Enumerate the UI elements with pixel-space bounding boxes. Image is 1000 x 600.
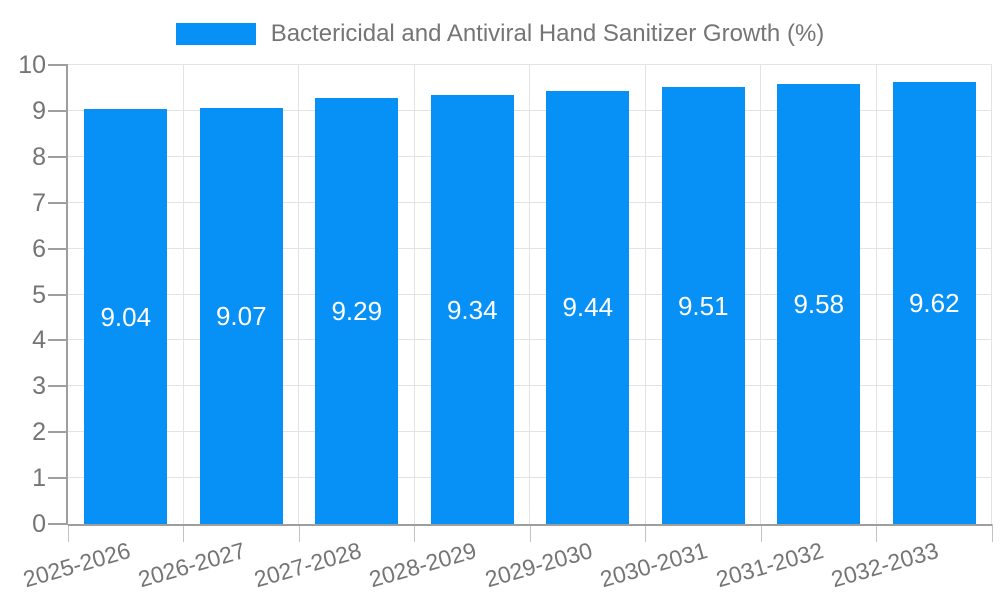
y-gridline [68,247,992,249]
x-tick [876,524,877,542]
x-tick [760,524,762,542]
bar-value-label: 9.44 [562,292,614,323]
bar: 9.44 [546,90,630,524]
y-tick-label: 2 [32,418,46,447]
y-tick [48,385,68,388]
y-tick-label: 10 [18,51,46,79]
x-tick-label: 2027-2028 [251,537,364,593]
y-gridline [68,293,992,295]
y-tick-label: 7 [32,188,46,217]
y-tick-label: 1 [32,464,46,493]
y-tick [48,431,68,434]
y-tick-label: 4 [32,326,46,355]
x-tick [67,524,69,542]
x-axis-line [68,524,992,526]
x-tick-label: 2025-2026 [20,537,133,593]
x-tick [991,524,993,542]
x-tick [645,524,646,542]
y-tick [48,293,68,296]
y-tick [48,523,68,525]
y-gridline [68,477,992,479]
x-gridline [644,65,646,524]
x-gridline [413,65,415,524]
y-gridline [68,109,992,111]
x-tick-label: 2032-2033 [828,537,942,593]
x-tick-label: 2029-2030 [482,537,595,593]
y-gridline [68,339,992,341]
x-gridline [875,65,877,524]
bar: 9.07 [199,107,283,524]
y-tick [48,109,68,112]
y-tick [48,247,68,250]
x-tick [414,524,415,542]
x-tick [183,524,184,542]
x-gridline [529,65,530,524]
x-tick-label: 2031-2032 [713,537,826,593]
legend-label: Bactericidal and Antiviral Hand Sanitize… [270,20,825,47]
x-tick-label: 2026-2027 [135,537,249,593]
bar-value-label: 9.34 [446,294,498,325]
y-tick [48,155,68,158]
bar-value-label: 9.51 [677,290,729,321]
legend: Bactericidal and Antiviral Hand Sanitize… [0,20,1000,48]
y-gridline [68,64,992,65]
y-tick-label: 6 [32,234,46,263]
bar-value-label: 9.04 [100,301,152,332]
y-tick-label: 0 [32,510,46,538]
bar: 9.51 [661,87,745,524]
bar-value-label: 9.07 [215,300,267,331]
bar: 9.58 [777,84,861,524]
y-gridline [68,201,992,203]
y-gridline [68,385,992,387]
bar-value-label: 9.29 [331,295,383,326]
y-tick [48,201,68,204]
legend-swatch [175,23,256,45]
x-gridline [298,65,299,524]
bar-value-label: 9.58 [793,289,845,320]
x-tick-label: 2028-2029 [366,537,480,593]
y-gridline [68,155,992,157]
bar: 9.34 [430,95,514,524]
y-gridline [68,431,992,433]
bar: 9.62 [892,82,976,524]
x-tick-label: 2030-2031 [597,537,711,593]
x-gridline [182,65,184,524]
bar: 9.29 [315,97,399,524]
x-gridline [760,65,761,524]
y-tick-label: 8 [32,142,46,171]
y-tick [48,477,68,480]
y-tick-label: 3 [32,372,46,401]
y-tick [48,64,68,66]
x-tick [529,524,531,542]
x-tick [298,524,300,542]
y-axis-line [66,65,68,524]
y-tick [48,339,68,342]
x-gridline [991,65,992,524]
y-tick-label: 5 [32,280,46,309]
bar: 9.04 [84,109,168,524]
bar-value-label: 9.62 [908,288,960,319]
y-tick-label: 9 [32,96,46,125]
